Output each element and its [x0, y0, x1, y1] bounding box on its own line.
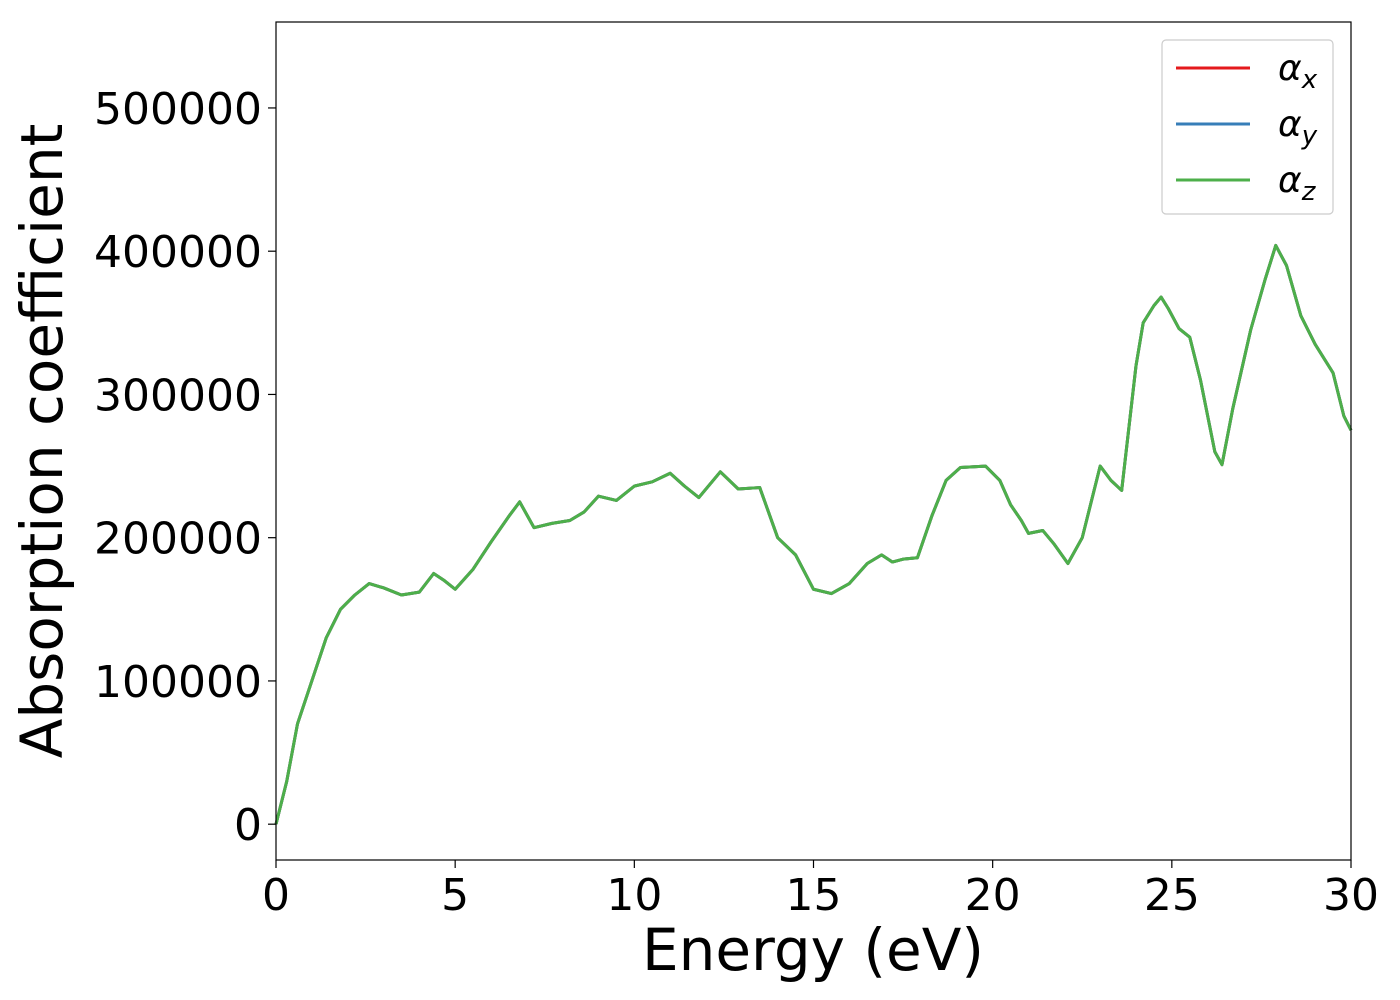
- x-tick-label: 20: [965, 870, 1021, 921]
- x-axis-title: Energy (eV): [642, 916, 984, 984]
- x-tick-label: 5: [441, 870, 469, 921]
- series-line-z: [274, 243, 1353, 825]
- legend-entry-y: αy: [1176, 104, 1318, 151]
- x-tick-label: 0: [262, 870, 290, 921]
- y-tick-label: 400000: [94, 227, 262, 278]
- legend-label: αz: [1278, 160, 1317, 207]
- legend-label: αy: [1278, 104, 1318, 151]
- y-tick-label: 500000: [94, 84, 262, 135]
- series-layer: [274, 243, 1353, 825]
- y-axis-ticks: 0 100000 200000 300000 400000 500000: [94, 84, 276, 851]
- x-axis-ticks: 0 5 10 15 20 25 30: [262, 860, 1379, 921]
- legend-box: [1161, 39, 1334, 215]
- y-tick-label: 0: [234, 800, 262, 851]
- y-tick-label: 100000: [94, 657, 262, 708]
- x-tick-label: 10: [606, 870, 662, 921]
- x-tick-label: 25: [1144, 870, 1200, 921]
- x-tick-label: 15: [786, 870, 842, 921]
- legend-entry-z: αz: [1176, 160, 1317, 207]
- y-axis-title: Absorption coefficient: [8, 124, 76, 759]
- legend-entries: αx αy αz: [1176, 48, 1318, 207]
- y-tick-label: 200000: [94, 514, 262, 565]
- legend-entry-x: αx: [1176, 48, 1318, 95]
- legend-label: αx: [1278, 48, 1318, 95]
- y-tick-label: 300000: [94, 370, 262, 421]
- legend: αx αy αz: [1161, 39, 1334, 215]
- x-tick-label: 30: [1323, 870, 1379, 921]
